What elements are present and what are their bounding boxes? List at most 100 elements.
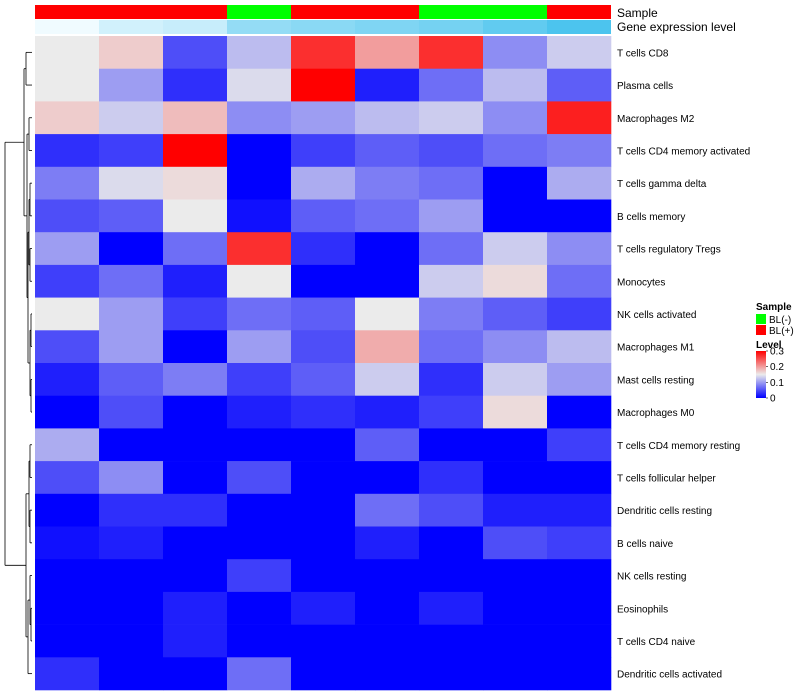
heatmap-cell xyxy=(483,297,548,331)
heatmap-cell xyxy=(419,264,484,298)
expression-annotation-cell xyxy=(99,20,163,34)
heatmap-cell xyxy=(227,330,292,364)
heatmap-cell xyxy=(419,395,484,429)
heatmap-cell xyxy=(547,624,612,658)
heatmap-cell xyxy=(547,264,612,298)
heatmap-cell xyxy=(99,395,164,429)
heatmap-cell xyxy=(227,395,292,429)
heatmap-cell xyxy=(99,264,164,298)
heatmap-cell xyxy=(99,591,164,625)
heatmap-cell xyxy=(99,199,164,233)
heatmap-cell xyxy=(35,297,100,331)
heatmap-cell xyxy=(163,363,228,396)
heatmap-cell xyxy=(35,166,100,200)
heatmap-cell xyxy=(483,330,548,364)
heatmap-cell xyxy=(227,297,292,331)
expression-annotation-cell xyxy=(355,20,419,34)
row-label: Plasma cells xyxy=(617,81,673,92)
heatmap-cell xyxy=(291,232,356,266)
heatmap-cell xyxy=(163,297,228,331)
heatmap-cell xyxy=(355,526,420,560)
heatmap-cell xyxy=(483,36,548,69)
heatmap-cell xyxy=(355,297,420,331)
heatmap-cell xyxy=(227,591,292,625)
row-label: NK cells resting xyxy=(617,572,686,583)
heatmap-cell xyxy=(163,134,228,168)
row-label: T cells CD4 memory activated xyxy=(617,146,750,157)
heatmap-cell xyxy=(355,166,420,200)
heatmap-cell xyxy=(547,363,612,396)
sample-legend-label: BL(+) xyxy=(769,326,794,337)
heatmap-cell xyxy=(291,657,356,691)
heatmap-cell xyxy=(419,36,484,69)
heatmap-cell xyxy=(35,330,100,364)
heatmap-cell xyxy=(355,36,420,69)
heatmap-cell xyxy=(35,657,100,691)
heatmap-cell xyxy=(99,624,164,658)
heatmap-cell xyxy=(355,264,420,298)
heatmap-cell xyxy=(547,395,612,429)
heatmap-cell xyxy=(355,493,420,527)
heatmap-cell xyxy=(99,526,164,560)
expression-annotation-cell xyxy=(163,20,227,34)
heatmap-cell xyxy=(547,330,612,364)
heatmap-cell xyxy=(355,363,420,396)
heatmap-cell xyxy=(291,264,356,298)
heatmap-cell xyxy=(483,493,548,527)
heatmap-cell xyxy=(227,461,292,495)
heatmap-cell xyxy=(99,330,164,364)
heatmap-cell xyxy=(483,68,548,102)
heatmap-cell xyxy=(291,134,356,168)
level-legend-title: Level xyxy=(756,340,782,351)
heatmap-cell xyxy=(355,395,420,429)
heatmap-cell xyxy=(419,657,484,691)
heatmap-cell xyxy=(547,199,612,233)
heatmap-cell xyxy=(355,428,420,462)
heatmap-cell xyxy=(227,624,292,658)
heatmap-cells xyxy=(35,36,612,691)
heatmap-cell xyxy=(163,624,228,658)
heatmap-cell xyxy=(547,297,612,331)
level-tick-label: 0.1 xyxy=(770,378,784,389)
sample-annotation-cell xyxy=(355,5,419,19)
heatmap-cell xyxy=(35,101,100,135)
heatmap-cell xyxy=(35,526,100,560)
heatmap-cell xyxy=(35,591,100,625)
heatmap-cell xyxy=(547,493,612,527)
heatmap-cell xyxy=(483,166,548,200)
heatmap-cell xyxy=(483,559,548,593)
sample-annotation-cell xyxy=(291,5,355,19)
heatmap-cell xyxy=(291,36,356,69)
heatmap-cell xyxy=(227,559,292,593)
heatmap-cell xyxy=(163,559,228,593)
heatmap-cell xyxy=(99,36,164,69)
heatmap-cell xyxy=(483,101,548,135)
heatmap-cell xyxy=(291,101,356,135)
heatmap-cell xyxy=(483,232,548,266)
expression-annotation-cell xyxy=(35,20,99,34)
expression-annotation-cell xyxy=(419,20,483,34)
heatmap-cell xyxy=(355,657,420,691)
row-label: B cells memory xyxy=(617,212,685,223)
heatmap-cell xyxy=(419,428,484,462)
heatmap-cell xyxy=(483,657,548,691)
sample-annotation-cell xyxy=(547,5,611,19)
heatmap-cell xyxy=(291,330,356,364)
level-tick-label: 0.3 xyxy=(770,347,784,358)
row-dendrogram xyxy=(4,51,32,675)
row-label: Macrophages M0 xyxy=(617,408,695,419)
heatmap-cell xyxy=(99,134,164,168)
heatmap-cell xyxy=(163,526,228,560)
sample-annotation-cell xyxy=(35,5,99,19)
row-label: T cells CD4 memory resting xyxy=(617,441,740,452)
heatmap-cell xyxy=(483,526,548,560)
heatmap-cell xyxy=(483,624,548,658)
heatmap-cell xyxy=(355,68,420,102)
row-label: T cells follicular helper xyxy=(617,473,716,484)
annotation-label-sample: Sample xyxy=(617,6,658,20)
heatmap-cell xyxy=(355,199,420,233)
heatmap-cell xyxy=(547,428,612,462)
heatmap-cell xyxy=(99,428,164,462)
heatmap-cell xyxy=(227,363,292,396)
